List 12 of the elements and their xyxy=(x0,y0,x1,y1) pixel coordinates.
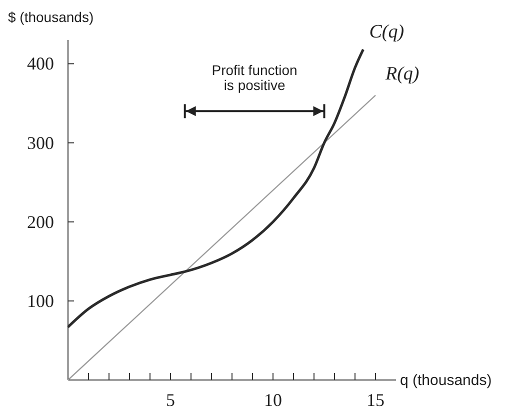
y-axis-title: $ (thousands) xyxy=(8,9,94,25)
x-tick-label: 10 xyxy=(264,390,282,410)
x-tick-label: 5 xyxy=(166,390,175,410)
x-axis-title: q (thousands) xyxy=(400,372,492,389)
series-label: R(q) xyxy=(384,63,420,84)
series-label: C(q) xyxy=(369,21,404,42)
y-tick-label: 300 xyxy=(27,132,54,153)
y-tick-label: 400 xyxy=(27,54,54,74)
y-tick-label: 100 xyxy=(27,290,54,311)
y-tick-label: 200 xyxy=(27,212,54,232)
x-tick-label: 15 xyxy=(366,390,384,410)
annotation: Profit function is positive xyxy=(212,62,298,94)
